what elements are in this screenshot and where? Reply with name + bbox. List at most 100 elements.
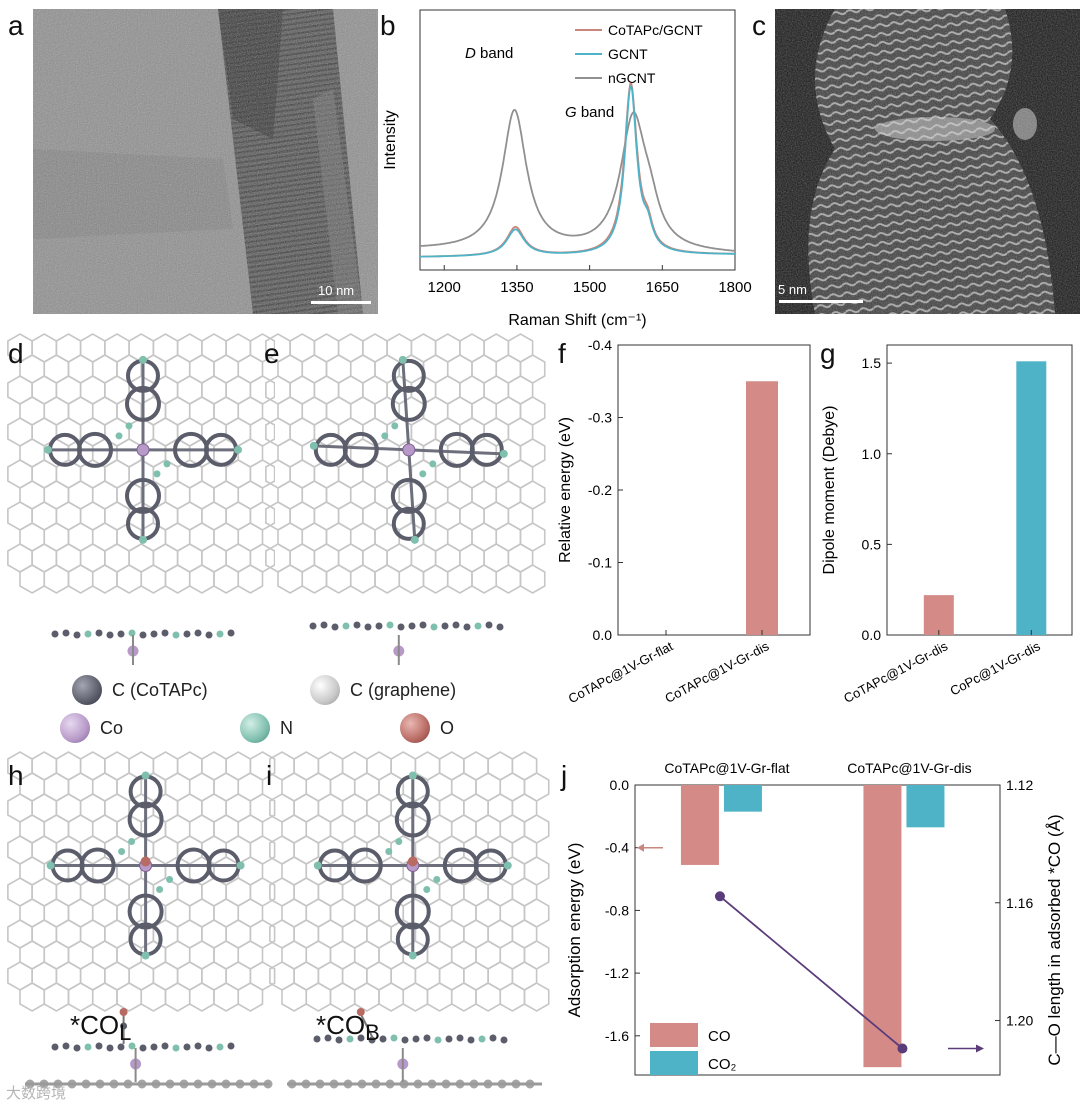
side-molecule-atom [150, 630, 158, 638]
co-atom-icon [60, 713, 90, 743]
right-axis-arrow-head [976, 1044, 984, 1053]
plot-frame [886, 344, 1073, 636]
graphene-ring [91, 982, 118, 1012]
y-tick-label: 0.0 [862, 627, 882, 643]
watermark: 大数跨境 [6, 1085, 67, 1102]
amine-n-atom [234, 445, 242, 454]
y-tick-label: -0.4 [588, 337, 612, 353]
legend-c-graphene-label: C (graphene) [350, 679, 457, 700]
graphene-ring [116, 982, 143, 1012]
adsorbed-o-atom [140, 856, 151, 867]
side-molecule-atom [401, 1036, 409, 1044]
d-band-annotation: D band [465, 45, 513, 62]
graphene-ring [495, 564, 522, 594]
y-tick-label: 1.5 [862, 355, 882, 371]
pyrrole-n-atom [163, 460, 171, 468]
graphene-ring [519, 564, 546, 594]
legend-label-CO: CO [708, 1028, 731, 1045]
plot-frame [419, 9, 736, 271]
graphene-ring [305, 982, 332, 1012]
side-molecule-atom [84, 1043, 92, 1051]
side-molecule-atom [172, 1044, 180, 1052]
legend-co-label: Co [100, 717, 124, 738]
graphene-ring [213, 982, 240, 1012]
graphene-ring [353, 982, 380, 1012]
side-molecule-atom [445, 1035, 453, 1043]
cotapc-molecule [313, 771, 512, 960]
cotapc-molecule [44, 355, 242, 544]
tem-image-a-drawing [33, 9, 378, 314]
panel-c: c 5 nm [750, 0, 1080, 320]
graphene-ring [471, 564, 498, 594]
x-tick-label: CoTAPc@1V-Gr-flat [566, 638, 676, 706]
pyrrole-n-atom [118, 848, 126, 855]
side-molecule-atom [106, 1044, 114, 1052]
pyrrole-ring [125, 385, 161, 422]
side-molecule-atom [205, 631, 213, 639]
bar-CoPc@1V-Gr-dis [1016, 361, 1047, 635]
pyrrole-ring [390, 385, 427, 422]
co-length-point-0 [714, 891, 725, 902]
graphene-ring [450, 982, 477, 1012]
y-axis-label: Relative energy (eV) [557, 417, 574, 563]
side-molecule-atom [183, 630, 191, 638]
graphene-ring [301, 564, 328, 594]
x-tick-label: 1500 [573, 279, 606, 296]
legend-c-cotapc: C (CoTAPc) [72, 675, 208, 705]
side-molecule-atom [172, 631, 180, 639]
y-tick-label: -0.3 [588, 410, 612, 426]
amine-n-atom [398, 355, 407, 364]
category-label: CoTAPc@1V-Gr-flat [664, 760, 789, 776]
structure-i [269, 751, 550, 1089]
legend-label-nGCNT: nGCNT [608, 70, 656, 86]
bar-CO-CoTAPc@1V-Gr-flat [680, 785, 719, 865]
amine-n-atom [309, 441, 318, 450]
panel-label-c: c [752, 10, 766, 41]
side-molecule-atom [441, 622, 449, 630]
graphene-sheet [7, 333, 275, 594]
side-molecule-atom [364, 623, 372, 631]
side-view [25, 1008, 273, 1089]
y-tick-label: 1.0 [862, 446, 882, 462]
c-cotapc-atom-icon [72, 675, 102, 705]
side-molecule-atom [346, 1035, 354, 1043]
side-molecule-atom [456, 1034, 464, 1042]
co-bridge-label: *COB [316, 1010, 380, 1046]
legend-swatch-CO [650, 1023, 698, 1047]
benzene-ring [391, 506, 426, 541]
right-y-axis-label: C—O length in adsorbed *CO (Å) [1045, 814, 1064, 1065]
molecule-bond [408, 448, 504, 456]
graphene-ring [19, 982, 46, 1012]
x-tick-label: CoTAPc@1V-Gr-dis [841, 638, 950, 706]
plot-frame [634, 784, 1001, 1076]
side-molecule-atom [419, 621, 427, 629]
pyrrole-ring [438, 431, 475, 468]
pyrrole-n-atom [115, 432, 123, 440]
pyrrole-n-atom [395, 838, 403, 845]
panel-h: h *COL [0, 748, 280, 1112]
pyrrole-ring [394, 801, 431, 838]
side-molecule-atom [397, 623, 405, 631]
side-adsorbed-c [120, 1022, 128, 1030]
panel-label-f: f [558, 338, 566, 369]
graphene-ring [188, 982, 215, 1012]
graphene-ring [237, 564, 264, 594]
legend-n: N [240, 713, 293, 743]
adsorption-energy-chart: 0.0 -0.4 -0.8 -1.2 -1.6 1.12 1.16 1.20 Adsorptio… [565, 760, 1064, 1076]
side-molecule-atom [386, 621, 394, 629]
pyrrole-n-atom [166, 876, 174, 883]
panel-label-a: a [8, 10, 24, 41]
pyrrole-n-atom [419, 470, 427, 478]
left-y-tick-label: -1.6 [605, 1028, 629, 1044]
panel-label-i: i [266, 760, 273, 791]
panel-label-h: h [8, 760, 24, 791]
panel-g: g 0.0 0.5 1.0 1.5 Dipole moment (Debye) CoTAP… [812, 330, 1080, 750]
right-y-tick-label: 1.20 [1006, 1013, 1033, 1029]
dipole-moment-chart: 0.0 0.5 1.0 1.5 Dipole moment (Debye) CoTAPc@… [821, 344, 1073, 706]
co-bridge-label-sub: B [365, 1020, 380, 1046]
graphene-ring [523, 982, 550, 1012]
graphene-ring [402, 982, 429, 1012]
graphene-ring [329, 982, 356, 1012]
bar-CO-CoTAPc@1V-Gr-dis [863, 785, 902, 1068]
c-graphene-atom-icon [310, 675, 340, 705]
